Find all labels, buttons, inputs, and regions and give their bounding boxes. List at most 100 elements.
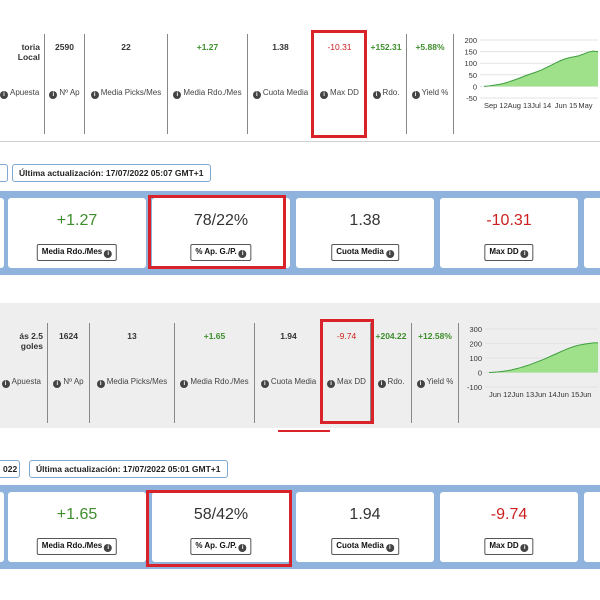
y-tick-label: 50	[469, 71, 477, 80]
stat-value: toria Local	[17, 42, 40, 62]
card-label: Cuota Media i	[331, 244, 399, 261]
x-tick-label: Jun 13	[512, 390, 535, 399]
stats-strip-2: ás 2.5 goles i Apuesta 1624 i Nº Ap 13 i Me…	[0, 303, 600, 428]
stat-label: i Media Rdo./Mes	[175, 377, 254, 388]
y-tick-label: -50	[466, 94, 477, 103]
info-icon: i	[1, 380, 10, 388]
info-icon: i	[320, 91, 329, 99]
stat-label: i Media Picks/Mes	[85, 88, 167, 99]
divider	[0, 141, 600, 142]
card-value: 1.94	[349, 506, 381, 523]
mini-chart-2: 300 200 100 0 -100 Jun 12 Jun 13 Jun 14 Jun 15 Ju…	[459, 323, 600, 423]
y-tick-label: 200	[464, 36, 477, 45]
highlight-pct-2	[146, 490, 292, 567]
stat-picks: 22 i Media Picks/Mes	[85, 34, 168, 134]
stat-apuesta: ás 2.5 goles i Apuesta	[0, 323, 48, 423]
stat-rdo: +152.31 i Rdo.	[366, 34, 407, 134]
card-partial	[0, 198, 4, 268]
y-tick-label: 100	[469, 354, 482, 363]
stat-label: i Cuota Media	[248, 88, 313, 99]
stat-label: i Rdo.	[371, 377, 411, 388]
x-tick-label: Jun 15	[557, 390, 580, 399]
stat-value: +1.27	[196, 42, 219, 52]
stat-label: i Cuota Media	[255, 377, 322, 388]
stat-cuota: 1.38 i Cuota Media	[248, 34, 314, 134]
y-tick-label: 0	[473, 82, 477, 91]
series-line	[488, 342, 598, 373]
info-icon: i	[385, 544, 394, 552]
card-partial-right	[584, 492, 600, 562]
area-fill	[484, 51, 598, 87]
stat-label: i Yield %	[412, 377, 458, 388]
card-label: Media Rdo./Mes i	[36, 244, 118, 261]
card-label: Cuota Media i	[331, 538, 399, 555]
highlight-pct-1	[148, 195, 286, 269]
stat-value: -10.31	[327, 42, 352, 52]
series-line	[483, 50, 599, 87]
y-tick-label: 200	[469, 340, 482, 349]
stat-label: i Max DD	[314, 88, 365, 99]
stat-maxdd: -9.74 i Max DD	[323, 323, 371, 423]
stat-yield: +5.88% i Yield %	[407, 34, 454, 134]
x-tick-label: Jul 14	[531, 101, 551, 110]
info-icon: i	[96, 380, 105, 388]
x-tick-label: Aug 13	[508, 101, 532, 110]
y-tick-label: 100	[464, 59, 477, 68]
stat-value: 13	[127, 331, 137, 341]
card-value: 1.38	[349, 212, 381, 229]
card-partial	[0, 492, 4, 562]
stat-value: +5.88%	[415, 42, 445, 52]
info-icon: i	[104, 544, 113, 552]
stat-apuesta: toria Local i Apuesta	[0, 34, 45, 134]
stat-yield: +12.58% i Yield %	[412, 323, 459, 423]
info-icon: i	[411, 91, 420, 99]
info-icon: i	[520, 544, 529, 552]
stat-label: i Media Rdo./Mes	[168, 88, 247, 99]
info-icon: i	[49, 91, 58, 99]
x-tick-label: Jun 12	[489, 390, 512, 399]
stat-label: i Yield %	[407, 88, 453, 99]
info-icon: i	[260, 380, 269, 388]
card-label: Max DD i	[484, 244, 534, 261]
x-tick-label: Jun	[579, 390, 591, 399]
stat-value: +204.22	[375, 331, 407, 341]
x-tick-label: Sep 12	[484, 101, 508, 110]
stat-label: i Apuesta	[0, 377, 47, 388]
stat-value: 2590	[55, 42, 74, 52]
info-icon: i	[90, 91, 99, 99]
stat-value: 1.94	[280, 331, 297, 341]
performance-chart: 200 150 100 50 0 -50 Sep 12 Aug 13 Jul 14 Jun 15 M…	[464, 36, 599, 110]
info-icon: i	[377, 380, 386, 388]
stats-strip-1: toria Local i Apuesta 2590 i Nº Ap 22 i Med…	[0, 34, 600, 134]
info-icon: i	[372, 91, 381, 99]
info-icon: i	[0, 91, 8, 99]
y-tick-label: -100	[467, 383, 482, 392]
card-cuota: 1.38 Cuota Media i	[296, 198, 434, 268]
performance-chart: 300 200 100 0 -100 Jun 12 Jun 13 Jun 14 Jun 15 Ju…	[467, 325, 598, 399]
stat-rdo-mes: +1.27 i Media Rdo./Mes	[168, 34, 248, 134]
mini-chart-1: 200 150 100 50 0 -50 Sep 12 Aug 13 Jul 14 Jun 15 M…	[454, 34, 600, 134]
stat-value: +152.31	[370, 42, 402, 52]
info-icon: i	[416, 380, 425, 388]
y-tick-label: 300	[469, 325, 482, 334]
info-icon: i	[53, 380, 62, 388]
card-partial-right	[584, 198, 600, 268]
active-indicator	[278, 430, 330, 432]
card-value: +1.65	[56, 506, 98, 523]
stat-n-ap: 1624 i Nº Ap	[48, 323, 90, 423]
info-icon: i	[238, 250, 247, 258]
stat-label: i Media Picks/Mes	[90, 377, 174, 388]
card-value: 58/42%	[193, 506, 249, 523]
stat-value: +1.65	[203, 331, 226, 341]
card-value: 78/22%	[193, 212, 249, 229]
x-tick-label: May	[578, 101, 592, 110]
stat-value: -9.74	[336, 331, 357, 341]
card-pct: 58/42% % Ap. G./P. i	[152, 492, 290, 562]
card-value: -9.74	[490, 506, 528, 523]
info-icon: i	[180, 380, 189, 388]
update-label-1: Última actualización: 17/07/2022 05:07 G…	[12, 164, 211, 182]
stat-label: i Rdo.	[366, 88, 406, 99]
stat-value: 1.38	[272, 42, 289, 52]
stat-cuota: 1.94 i Cuota Media	[255, 323, 323, 423]
card-value: -10.31	[486, 212, 532, 229]
